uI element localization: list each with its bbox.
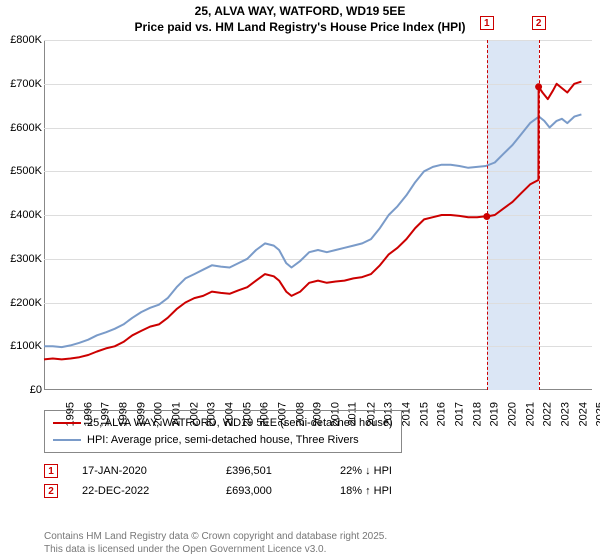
legend-label: 25, ALVA WAY, WATFORD, WD19 5EE (semi-de…: [87, 415, 393, 432]
legend-label: HPI: Average price, semi-detached house,…: [87, 432, 359, 449]
series-hpi: [44, 114, 581, 347]
legend-area: 25, ALVA WAY, WATFORD, WD19 5EE (semi-de…: [44, 410, 592, 501]
y-tick-label: £0: [30, 384, 42, 396]
x-tick-label: 2025: [595, 402, 600, 426]
event-date: 17-JAN-2020: [82, 465, 202, 477]
event-desc: 22% ↓ HPI: [340, 465, 440, 477]
event-row: 2 22-DEC-2022 £693,000 18% ↑ HPI: [44, 481, 592, 501]
event-num: 1: [44, 464, 58, 478]
y-tick-label: £600K: [10, 122, 42, 134]
y-tick-label: £500K: [10, 165, 42, 177]
y-tick-label: £200K: [10, 297, 42, 309]
footer-line2: This data is licensed under the Open Gov…: [44, 543, 387, 556]
event-table: 1 17-JAN-2020 £396,501 22% ↓ HPI 2 22-DEC-202…: [44, 461, 592, 501]
y-tick-label: £700K: [10, 78, 42, 90]
marker-line: [487, 40, 488, 390]
chart-container: 25, ALVA WAY, WATFORD, WD19 5EE Price pa…: [0, 0, 600, 560]
footer: Contains HM Land Registry data © Crown c…: [44, 530, 387, 556]
legend-swatch: [53, 422, 81, 424]
legend-row: 25, ALVA WAY, WATFORD, WD19 5EE (semi-de…: [53, 415, 393, 432]
marker-box: 2: [532, 16, 546, 30]
marker-box: 1: [480, 16, 494, 30]
chart-area: £0£100K£200K£300K£400K£500K£600K£700K£80…: [0, 40, 600, 400]
plot-area: 12: [44, 40, 592, 390]
event-price: £396,501: [226, 465, 316, 477]
chart-subtitle: Price paid vs. HM Land Registry's House …: [0, 20, 600, 34]
event-row: 1 17-JAN-2020 £396,501 22% ↓ HPI: [44, 461, 592, 481]
legend-row: HPI: Average price, semi-detached house,…: [53, 432, 393, 449]
chart-title: 25, ALVA WAY, WATFORD, WD19 5EE: [0, 0, 600, 20]
event-desc: 18% ↑ HPI: [340, 485, 440, 497]
legend-box: 25, ALVA WAY, WATFORD, WD19 5EE (semi-de…: [44, 410, 402, 453]
y-tick-label: £100K: [10, 340, 42, 352]
series-lines: [44, 40, 592, 390]
event-date: 22-DEC-2022: [82, 485, 202, 497]
y-tick-label: £800K: [10, 34, 42, 46]
y-tick-label: £300K: [10, 253, 42, 265]
legend-swatch: [53, 439, 81, 441]
footer-line1: Contains HM Land Registry data © Crown c…: [44, 530, 387, 543]
series-price_paid: [44, 82, 581, 360]
event-num: 2: [44, 484, 58, 498]
event-price: £693,000: [226, 485, 316, 497]
marker-line: [539, 40, 540, 390]
y-tick-label: £400K: [10, 209, 42, 221]
